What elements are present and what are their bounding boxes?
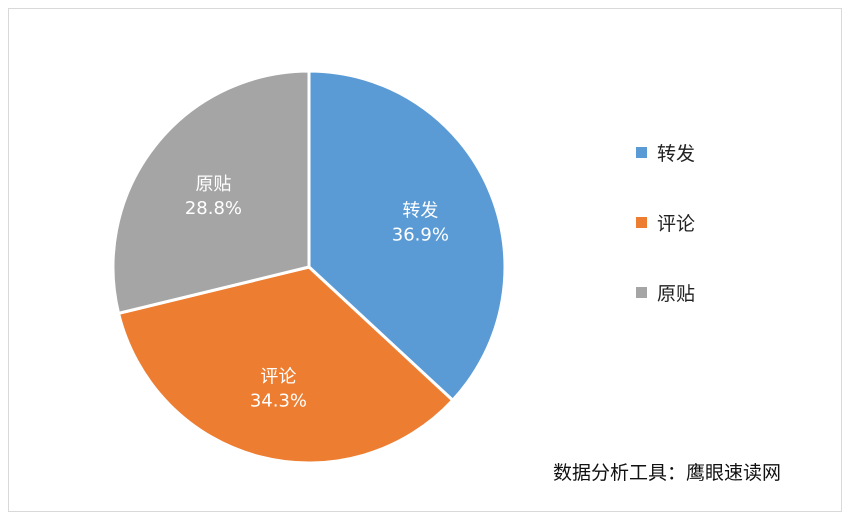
legend-label-comment: 评论 xyxy=(657,212,696,235)
pie-slice-repost xyxy=(307,69,507,402)
legend-item-repost: 转发 xyxy=(636,140,696,165)
legend-swatch-repost xyxy=(636,146,647,158)
legend-swatch-original xyxy=(636,286,647,298)
slice-label-original: 原贴 xyxy=(195,174,231,195)
pie-slice-comment xyxy=(117,265,455,465)
legend-label-original: 原贴 xyxy=(657,282,696,305)
slice-percent-repost: 36.9% xyxy=(392,224,449,245)
slice-percent-original: 28.8% xyxy=(185,198,242,219)
legend-label-repost: 转发 xyxy=(657,142,696,165)
slice-label-repost: 转发 xyxy=(402,200,438,221)
legend-item-original: 原贴 xyxy=(636,280,696,305)
chart-legend: 转发 评论 原贴 xyxy=(636,140,695,350)
legend-swatch-comment xyxy=(636,216,647,228)
slice-percent-comment: 34.3% xyxy=(250,391,307,412)
legend-item-comment: 评论 xyxy=(636,210,696,235)
pie-slice-original xyxy=(111,69,311,315)
slice-label-comment: 评论 xyxy=(260,367,296,388)
source-note: 数据分析工具：鹰眼速读网 xyxy=(553,462,782,484)
